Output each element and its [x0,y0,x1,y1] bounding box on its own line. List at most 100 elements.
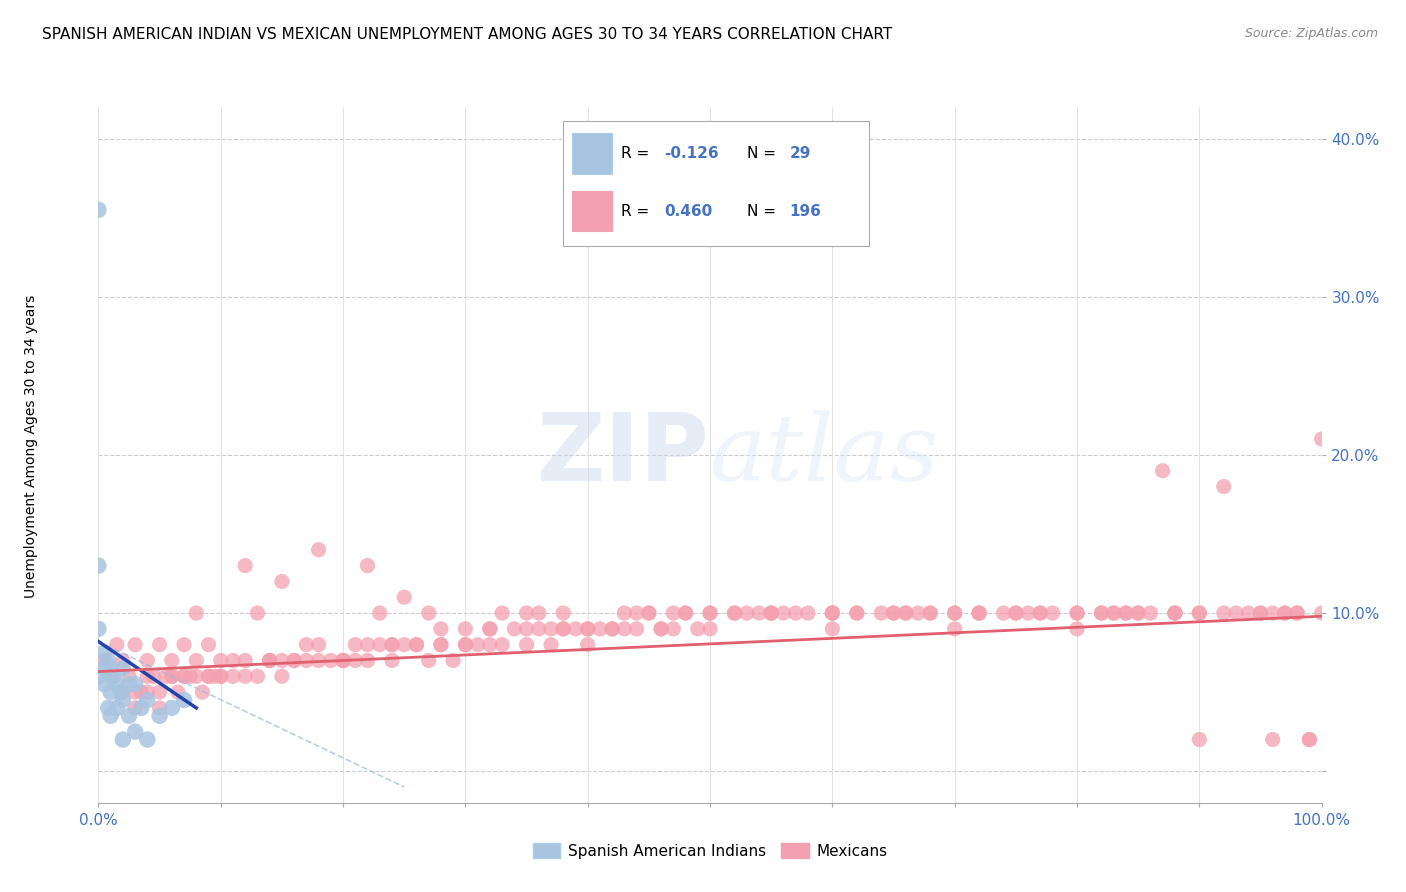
Point [553,622,575,636]
Point [943,606,966,620]
Point [111,685,134,699]
Point [209,669,232,683]
Point [259,653,281,667]
Point [308,638,330,652]
Point [111,693,134,707]
Point [179,669,201,683]
Point [405,638,427,652]
Point [454,622,477,636]
Point [87,669,110,683]
Point [894,606,917,620]
Point [1066,606,1088,620]
Point [772,606,794,620]
Point [430,622,453,636]
Point [600,622,623,636]
Point [136,653,159,667]
Point [1115,606,1137,620]
Point [920,606,942,620]
Point [1017,606,1039,620]
Point [1102,606,1125,620]
Point [160,701,183,715]
Point [894,606,917,620]
Point [209,653,232,667]
Point [100,685,122,699]
Point [675,606,697,620]
Point [467,638,489,652]
Point [576,622,599,636]
Point [405,638,427,652]
Point [381,653,404,667]
Point [576,638,599,652]
Point [637,606,661,620]
Point [93,646,115,660]
Point [129,701,152,715]
Point [87,558,110,573]
Point [503,622,526,636]
Point [454,638,477,652]
Point [699,606,721,620]
Text: atlas: atlas [710,410,939,500]
Point [441,653,464,667]
Point [1249,606,1271,620]
Point [662,622,685,636]
Point [1274,606,1296,620]
Point [308,653,330,667]
Point [1090,606,1112,620]
Point [1066,606,1088,620]
Point [173,693,195,707]
Point [136,693,159,707]
Point [381,638,404,652]
Point [105,701,128,715]
Point [392,591,416,605]
Text: Unemployment Among Ages 30 to 34 years: Unemployment Among Ages 30 to 34 years [24,294,38,598]
Point [883,606,905,620]
Text: SPANISH AMERICAN INDIAN VS MEXICAN UNEMPLOYMENT AMONG AGES 30 TO 34 YEARS CORREL: SPANISH AMERICAN INDIAN VS MEXICAN UNEMP… [42,27,893,42]
Point [118,669,141,683]
Point [100,661,122,675]
Point [392,638,416,652]
Point [430,638,453,652]
Point [527,606,550,620]
Point [1298,732,1320,747]
Point [943,622,966,636]
Point [576,622,599,636]
Point [1164,606,1187,620]
Point [1102,606,1125,620]
Point [1188,606,1211,620]
Point [1004,606,1026,620]
Point [1066,622,1088,636]
Point [368,638,391,652]
Point [105,677,128,691]
Point [295,653,318,667]
Point [883,606,905,620]
Point [1286,606,1309,620]
Point [270,669,294,683]
Point [761,606,783,620]
Point [967,606,990,620]
Point [332,653,354,667]
Point [1004,606,1026,620]
Point [699,622,721,636]
Point [418,653,440,667]
Point [368,606,391,620]
Point [637,606,661,620]
Point [1188,732,1211,747]
Point [246,606,269,620]
Point [491,606,513,620]
Point [540,638,562,652]
Point [821,606,844,620]
Point [118,677,141,691]
Point [308,542,330,557]
Point [173,669,195,683]
Point [1115,606,1137,620]
Point [111,661,134,675]
Point [626,606,648,620]
Point [1029,606,1052,620]
Point [124,685,146,699]
Point [748,606,770,620]
Point [100,669,122,683]
Point [430,638,453,652]
Point [118,708,141,723]
Point [1274,606,1296,620]
Point [650,622,672,636]
